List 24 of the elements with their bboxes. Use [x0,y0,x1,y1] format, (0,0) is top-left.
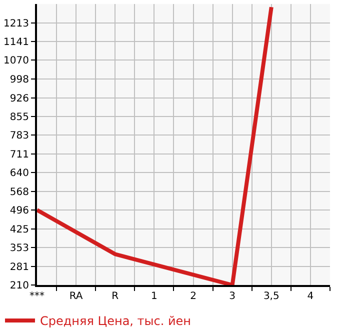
x-tick-label: R [112,291,119,302]
y-tick-label: 281 [10,262,29,273]
x-tick-label: 2 [190,291,196,302]
x-tick-label: 4 [307,291,314,302]
y-tick-label: 783 [10,130,29,142]
x-tick-label: *** [30,291,44,302]
x-tick-label: RA [69,291,83,302]
y-tick-label: 640 [10,168,29,180]
y-tick-label: 926 [10,93,29,104]
y-tick-label: 496 [10,206,29,217]
legend-label: Средняя Цена, тыс. йен [40,314,192,328]
x-tick-label: 3,5 [263,291,280,302]
y-tick-label: 998 [10,74,29,86]
y-tick-label: 210 [10,280,29,292]
y-tick-label: 1213 [4,18,29,30]
x-tick-label: 1 [151,291,158,302]
y-tick-label: 1070 [4,56,29,67]
y-tick-label: 1141 [4,37,29,48]
y-tick-label: 711 [10,150,29,161]
y-tick-label: 353 [10,243,29,254]
x-tick-label: 3 [229,291,236,302]
y-tick-label: 855 [10,112,29,123]
y-tick-label: 425 [10,224,29,236]
y-tick-label: 568 [10,186,29,198]
